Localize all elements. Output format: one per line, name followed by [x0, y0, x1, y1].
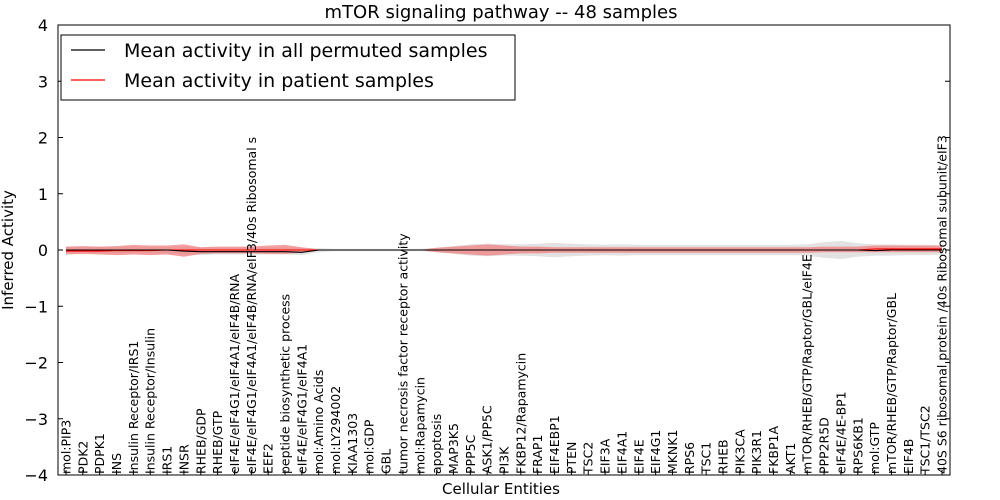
x-tick-label: EIF4EBP1 — [547, 415, 562, 474]
x-tick-label: PPP2R5D — [817, 417, 832, 474]
x-tick-label: EIF4A1 — [614, 431, 629, 474]
x-tick-label: eIF4E/4E-BP1 — [833, 391, 848, 474]
x-tick-label: EEF2 — [261, 443, 276, 474]
patient-band — [66, 244, 942, 257]
x-tick-label: MKNK1 — [665, 430, 680, 474]
y-tick-label: 4 — [38, 16, 48, 35]
legend: Mean activity in all permuted samples Me… — [60, 34, 516, 101]
y-tick-label: −1 — [24, 297, 48, 316]
x-tick-label: EIF4G1 — [648, 430, 663, 474]
ticks-layer: −4 −3 −2 −1 0 1 2 3 4 — [24, 16, 950, 485]
x-tick-label: mol:GTP — [867, 422, 882, 474]
x-tick-label: tumor necrosis factor receptor activity — [395, 233, 410, 474]
legend-frame — [60, 34, 516, 101]
x-tick-label: mol:Amino Acids — [311, 370, 326, 474]
x-tick-label: PIK3CA — [732, 429, 747, 474]
x-tick-label: apoptosis — [429, 414, 444, 474]
x-tick-label: mol:GDP — [362, 419, 377, 474]
x-tick-label: 40S S6 ribosomal protein /40s Ribosomal … — [935, 135, 950, 474]
x-tick-label: AKT1 — [783, 443, 798, 474]
y-tick-label: 1 — [38, 185, 48, 204]
x-tick-label: TSC1 — [699, 442, 714, 475]
x-tick-label: MAP3K5 — [446, 423, 461, 474]
x-tick-label: EIF3A — [598, 438, 613, 474]
y-tick-label: −3 — [24, 410, 48, 429]
x-tick-label: PPP5C — [463, 434, 478, 474]
x-tick-label: PDPK1 — [92, 433, 107, 474]
x-tick-label: IRS1 — [160, 446, 175, 474]
x-tick-label: TSC1/TSC2 — [918, 405, 933, 475]
x-tick-label: RHEB/GTP — [210, 410, 225, 474]
x-tick-label: eIF4E/eIF4G1/eIF4A1/eIF4B/RNA — [227, 273, 242, 474]
x-tick-label: PIK3R1 — [749, 430, 764, 474]
x-tick-label: mol:PIP3 — [59, 420, 74, 474]
x-tick-label: KIAA1303 — [345, 413, 360, 474]
x-axis-label: Cellular Entities — [442, 480, 560, 498]
x-tick-label: mol:Rapamycin — [412, 377, 427, 474]
x-tick-label: PTEN — [564, 442, 579, 474]
x-tick-label: mol:LY294002 — [328, 386, 343, 474]
x-tick-label: RHEB — [716, 439, 731, 474]
y-tick-label: −2 — [24, 354, 48, 373]
y-axis-label: Inferred Activity — [0, 190, 17, 310]
x-tick-label: EIF4B — [901, 439, 916, 474]
x-tick-label: Insulin Receptor/IRS1 — [126, 341, 141, 474]
x-tick-label: INSR — [176, 444, 191, 474]
x-tick-label: mTOR/RHEB/GTP/Raptor/GBL — [884, 293, 899, 474]
x-tick-label: PI3K — [497, 446, 512, 474]
y-tick-label: 3 — [38, 72, 48, 91]
x-tick-label: Insulin Receptor/Insulin — [143, 328, 158, 474]
permuted-mean-line — [66, 249, 942, 253]
x-tick-label: PDK2 — [75, 441, 90, 474]
x-tick-label: INS — [109, 453, 124, 474]
x-tick-label: mTOR/RHEB/GTP/Raptor/GBL/eIF4E — [800, 254, 815, 474]
x-tick-label: ASK1/PP5C — [480, 405, 495, 474]
chart-title: mTOR signaling pathway -- 48 samples — [325, 2, 678, 23]
x-tick-label: eIF4E/eIF4G1/eIF4A1 — [294, 344, 309, 474]
x-tick-label: RHEB/GDP — [193, 408, 208, 474]
x-tick-label: FRAP1 — [530, 435, 545, 474]
x-tick-labels: mol:PIP3 PDK2 PDPK1 INS Insulin Receptor/IRS… — [59, 135, 950, 475]
x-tick-label: GBL — [379, 449, 394, 474]
y-tick-label: 2 — [38, 129, 48, 148]
legend-label-patient: Mean activity in patient samples — [124, 70, 434, 92]
x-tick-label: FKBP12/Rapamycin — [513, 353, 528, 474]
y-tick-label: 0 — [38, 241, 48, 260]
x-tick-label: TSC2 — [581, 442, 596, 475]
x-tick-label: RPS6 — [682, 442, 697, 474]
x-tick-label: RPS6KB1 — [850, 417, 865, 474]
legend-label-permuted: Mean activity in all permuted samples — [124, 40, 487, 62]
x-tick-label: eIF4E/eIF4G1/eIF4A1/eIF4B/RNA/eIF3/40s R… — [244, 137, 259, 474]
lines-layer — [66, 248, 942, 253]
x-tick-label: peptide biosynthetic process — [278, 294, 293, 474]
x-tick-label: EIF4E — [631, 439, 646, 474]
y-tick-label: −4 — [24, 466, 48, 485]
x-tick-label: FKBP1A — [766, 426, 781, 474]
